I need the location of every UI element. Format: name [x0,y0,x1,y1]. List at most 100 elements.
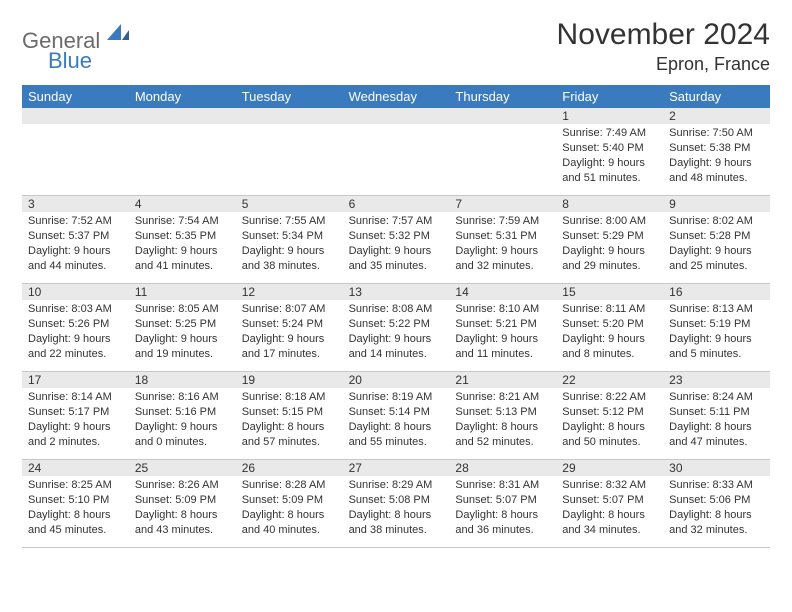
daylight-text: Daylight: 9 hours and 32 minutes. [455,244,550,274]
day-number: 13 [343,284,450,300]
sunrise-text: Sunrise: 8:29 AM [349,478,444,493]
day-number: 23 [663,372,770,388]
sunset-text: Sunset: 5:28 PM [669,229,764,244]
day-info: Sunrise: 8:22 AMSunset: 5:12 PMDaylight:… [556,388,663,453]
day-info: Sunrise: 7:54 AMSunset: 5:35 PMDaylight:… [129,212,236,277]
daylight-text: Daylight: 8 hours and 32 minutes. [669,508,764,538]
calendar-cell: 28Sunrise: 8:31 AMSunset: 5:07 PMDayligh… [449,460,556,548]
day-info: Sunrise: 8:16 AMSunset: 5:16 PMDaylight:… [129,388,236,453]
day-number: 2 [663,108,770,124]
daylight-text: Daylight: 9 hours and 29 minutes. [562,244,657,274]
sunset-text: Sunset: 5:25 PM [135,317,230,332]
calendar-cell [22,108,129,196]
sunrise-text: Sunrise: 8:16 AM [135,390,230,405]
sunset-text: Sunset: 5:09 PM [242,493,337,508]
day-info: Sunrise: 8:02 AMSunset: 5:28 PMDaylight:… [663,212,770,277]
day-number [343,108,450,124]
sunrise-text: Sunrise: 8:07 AM [242,302,337,317]
day-number [236,108,343,124]
day-number: 6 [343,196,450,212]
sunrise-text: Sunrise: 8:11 AM [562,302,657,317]
weeks-container: 1Sunrise: 7:49 AMSunset: 5:40 PMDaylight… [22,108,770,548]
day-number: 14 [449,284,556,300]
sunset-text: Sunset: 5:15 PM [242,405,337,420]
sunrise-text: Sunrise: 8:08 AM [349,302,444,317]
daylight-text: Daylight: 9 hours and 19 minutes. [135,332,230,362]
daylight-text: Daylight: 9 hours and 51 minutes. [562,156,657,186]
calendar-cell: 24Sunrise: 8:25 AMSunset: 5:10 PMDayligh… [22,460,129,548]
sunrise-text: Sunrise: 8:10 AM [455,302,550,317]
calendar-cell: 29Sunrise: 8:32 AMSunset: 5:07 PMDayligh… [556,460,663,548]
calendar-cell: 1Sunrise: 7:49 AMSunset: 5:40 PMDaylight… [556,108,663,196]
sunrise-text: Sunrise: 7:55 AM [242,214,337,229]
day-info: Sunrise: 8:32 AMSunset: 5:07 PMDaylight:… [556,476,663,541]
sunset-text: Sunset: 5:12 PM [562,405,657,420]
weekday-sat: Saturday [663,85,770,108]
sunrise-text: Sunrise: 8:28 AM [242,478,337,493]
day-info: Sunrise: 8:31 AMSunset: 5:07 PMDaylight:… [449,476,556,541]
daylight-text: Daylight: 8 hours and 57 minutes. [242,420,337,450]
calendar-cell: 15Sunrise: 8:11 AMSunset: 5:20 PMDayligh… [556,284,663,372]
day-info: Sunrise: 8:14 AMSunset: 5:17 PMDaylight:… [22,388,129,453]
sunset-text: Sunset: 5:20 PM [562,317,657,332]
calendar-cell: 18Sunrise: 8:16 AMSunset: 5:16 PMDayligh… [129,372,236,460]
calendar-cell [449,108,556,196]
weekday-tue: Tuesday [236,85,343,108]
sunset-text: Sunset: 5:21 PM [455,317,550,332]
sunset-text: Sunset: 5:32 PM [349,229,444,244]
day-info: Sunrise: 8:33 AMSunset: 5:06 PMDaylight:… [663,476,770,541]
day-number: 22 [556,372,663,388]
day-number: 19 [236,372,343,388]
calendar-cell: 25Sunrise: 8:26 AMSunset: 5:09 PMDayligh… [129,460,236,548]
calendar-cell: 20Sunrise: 8:19 AMSunset: 5:14 PMDayligh… [343,372,450,460]
daylight-text: Daylight: 8 hours and 38 minutes. [349,508,444,538]
sunset-text: Sunset: 5:24 PM [242,317,337,332]
calendar-week-row: 3Sunrise: 7:52 AMSunset: 5:37 PMDaylight… [22,196,770,284]
daylight-text: Daylight: 9 hours and 48 minutes. [669,156,764,186]
sunrise-text: Sunrise: 7:57 AM [349,214,444,229]
daylight-text: Daylight: 9 hours and 11 minutes. [455,332,550,362]
sunrise-text: Sunrise: 8:32 AM [562,478,657,493]
calendar-cell: 7Sunrise: 7:59 AMSunset: 5:31 PMDaylight… [449,196,556,284]
calendar-cell: 23Sunrise: 8:24 AMSunset: 5:11 PMDayligh… [663,372,770,460]
calendar-cell: 5Sunrise: 7:55 AMSunset: 5:34 PMDaylight… [236,196,343,284]
sunset-text: Sunset: 5:40 PM [562,141,657,156]
daylight-text: Daylight: 9 hours and 38 minutes. [242,244,337,274]
day-number: 1 [556,108,663,124]
day-info: Sunrise: 7:52 AMSunset: 5:37 PMDaylight:… [22,212,129,277]
daylight-text: Daylight: 9 hours and 8 minutes. [562,332,657,362]
sunrise-text: Sunrise: 8:18 AM [242,390,337,405]
calendar-grid: Sunday Monday Tuesday Wednesday Thursday… [22,85,770,548]
day-info: Sunrise: 7:59 AMSunset: 5:31 PMDaylight:… [449,212,556,277]
day-info: Sunrise: 7:49 AMSunset: 5:40 PMDaylight:… [556,124,663,189]
day-number: 8 [556,196,663,212]
sunrise-text: Sunrise: 8:22 AM [562,390,657,405]
sunset-text: Sunset: 5:26 PM [28,317,123,332]
sunrise-text: Sunrise: 7:54 AM [135,214,230,229]
calendar-cell [343,108,450,196]
month-year-title: November 2024 [557,18,770,52]
daylight-text: Daylight: 8 hours and 40 minutes. [242,508,337,538]
sunrise-text: Sunrise: 8:19 AM [349,390,444,405]
daylight-text: Daylight: 9 hours and 44 minutes. [28,244,123,274]
sunset-text: Sunset: 5:16 PM [135,405,230,420]
daylight-text: Daylight: 9 hours and 25 minutes. [669,244,764,274]
sunset-text: Sunset: 5:13 PM [455,405,550,420]
daylight-text: Daylight: 9 hours and 14 minutes. [349,332,444,362]
calendar-cell: 2Sunrise: 7:50 AMSunset: 5:38 PMDaylight… [663,108,770,196]
sunrise-text: Sunrise: 8:26 AM [135,478,230,493]
calendar-week-row: 10Sunrise: 8:03 AMSunset: 5:26 PMDayligh… [22,284,770,372]
day-number: 12 [236,284,343,300]
sunrise-text: Sunrise: 8:00 AM [562,214,657,229]
sunset-text: Sunset: 5:31 PM [455,229,550,244]
day-number: 20 [343,372,450,388]
weekday-wed: Wednesday [343,85,450,108]
sunset-text: Sunset: 5:22 PM [349,317,444,332]
sunset-text: Sunset: 5:37 PM [28,229,123,244]
sunset-text: Sunset: 5:07 PM [455,493,550,508]
day-number: 28 [449,460,556,476]
day-info: Sunrise: 8:05 AMSunset: 5:25 PMDaylight:… [129,300,236,365]
sunrise-text: Sunrise: 7:52 AM [28,214,123,229]
day-number: 30 [663,460,770,476]
day-number: 25 [129,460,236,476]
